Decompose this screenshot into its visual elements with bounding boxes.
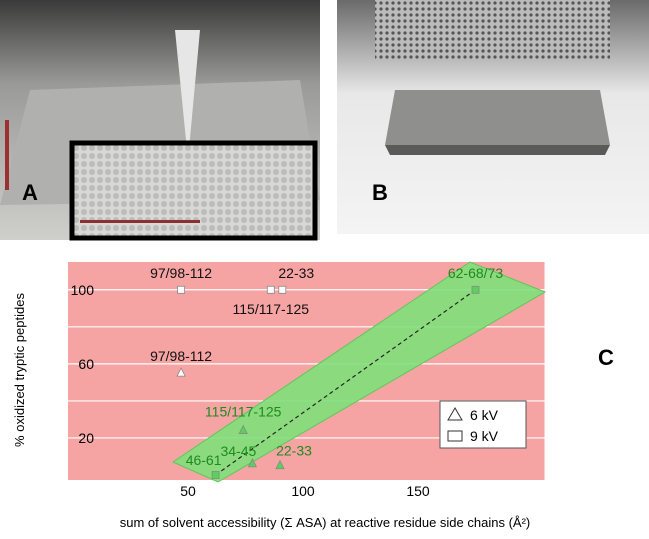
y-tick-label: 60 (78, 356, 94, 372)
chart: 20 60 100 50 100 150 % oxidized tryptic peptid… (12, 262, 545, 530)
point-label: 97/98-112 (150, 265, 212, 281)
point (279, 286, 286, 293)
y-tick-label: 100 (71, 282, 95, 298)
point (178, 286, 185, 293)
y-axis-label: % oxidized tryptic peptides (12, 293, 27, 447)
x-tick-label: 50 (180, 483, 196, 499)
x-axis-label: sum of solvent accessibility (Σ ASA) at … (120, 515, 530, 530)
photo-a: A (0, 0, 320, 240)
point (212, 472, 219, 479)
photo-b: B (337, 0, 649, 234)
point (267, 286, 274, 293)
point-label: 22-33 (276, 443, 312, 459)
point (472, 286, 479, 293)
y-tick-label: 20 (78, 430, 94, 446)
point-label: 46-61 (186, 452, 222, 468)
x-tick-label: 100 (291, 483, 315, 499)
figure: A B C 20 60 100 50 100 150 % oxidized tryptic … (0, 0, 649, 534)
x-tick-label: 150 (406, 483, 430, 499)
point-label: 115/117-125 (205, 404, 282, 420)
page: A B C 20 60 100 50 100 150 % oxidized tryptic … (0, 0, 649, 539)
point-label: 34-45 (220, 443, 256, 459)
point-label: 62-68/73 (448, 265, 503, 281)
point-label: 22-33 (278, 265, 314, 281)
panel-label: A (22, 180, 38, 205)
panel-label: C (598, 345, 614, 370)
legend-marker (448, 431, 462, 441)
legend-label: 9 kV (470, 428, 499, 444)
legend-label: 6 kV (470, 407, 499, 423)
panel-label: B (372, 180, 388, 205)
point-label: 115/117-125 (233, 301, 310, 317)
point-label: 97/98-112 (150, 348, 212, 364)
